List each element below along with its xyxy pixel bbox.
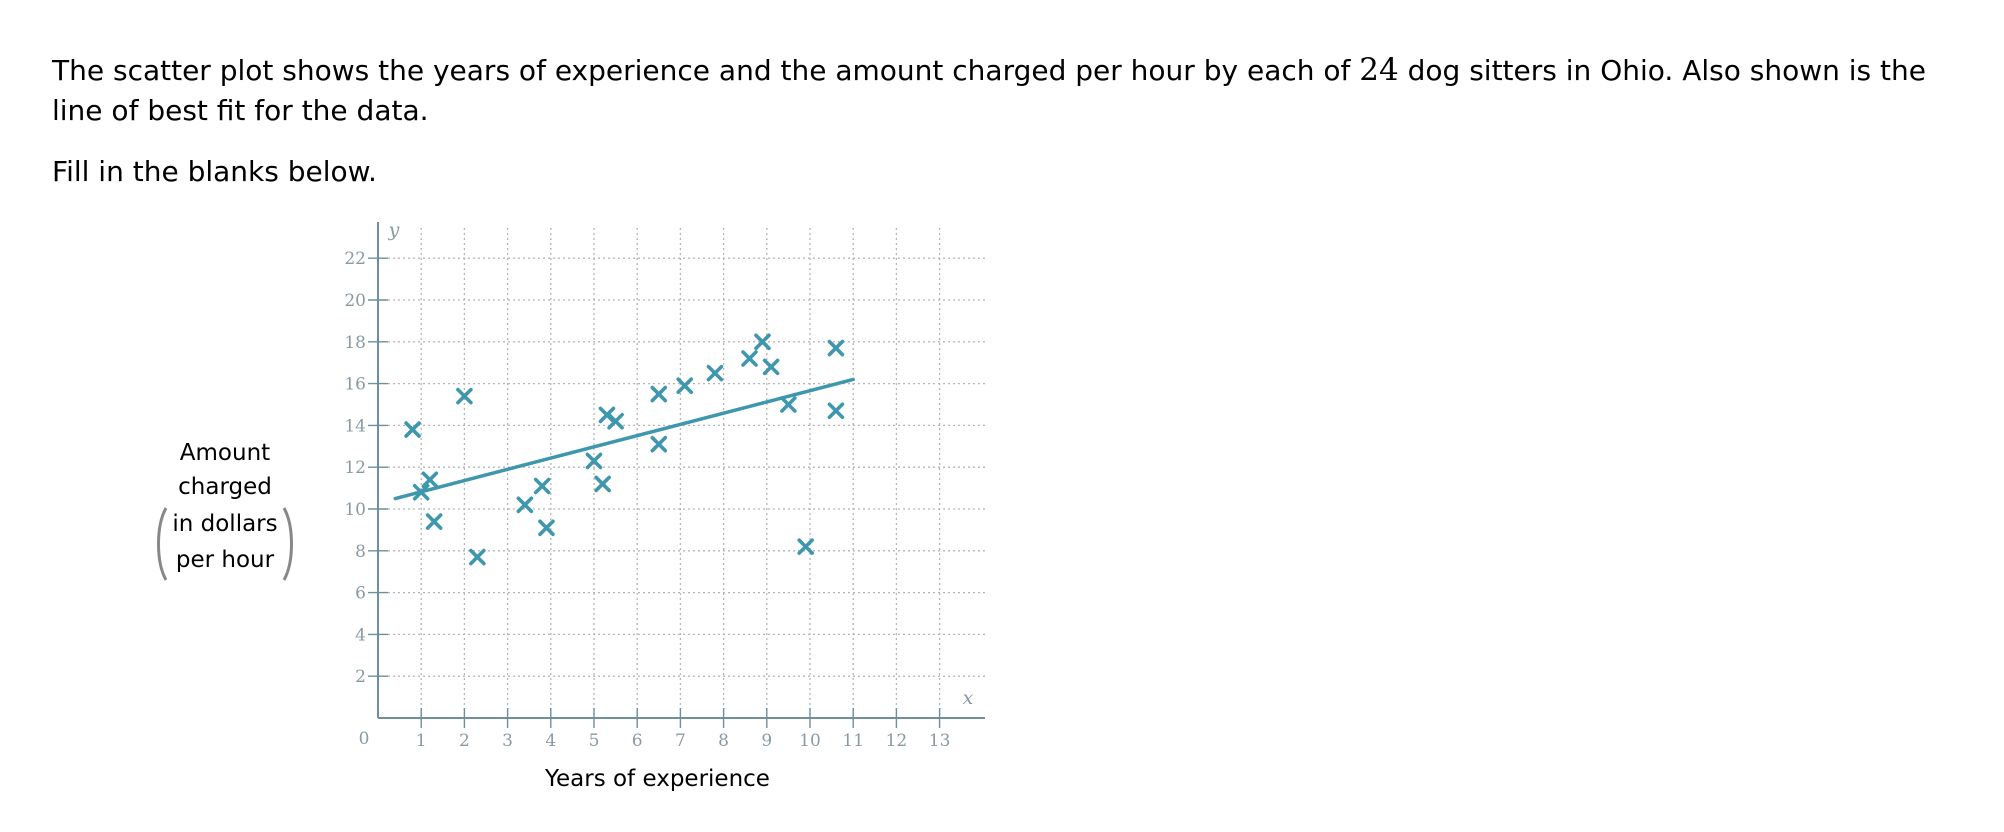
data-point-3 [421,471,439,489]
question-prompt: The scatter plot shows the years of expe… [52,50,1972,131]
data-point-23 [827,339,845,357]
x-tick-label-1: 1 [416,731,427,751]
left-parenthesis [157,507,168,581]
y-tick-label-20: 20 [344,291,366,311]
data-point-11 [594,475,611,493]
y-axis-label-line3: per hour [175,547,275,573]
y-tick-label-8: 8 [355,542,366,562]
y-axis-label-units: in dollars per hour [154,506,295,581]
prompt-text-after: dog sitters in Ohio. Also shown is the l… [52,54,1926,127]
data-point-2 [412,483,430,501]
x-tick-label-2: 2 [459,731,470,751]
y-axis-label: Amount charged in dollars per hour [130,436,320,581]
data-point-17 [706,364,724,382]
data-point-6 [469,548,486,566]
x-tick-label-10: 10 [799,731,821,751]
y-axis-name: y [388,219,400,241]
x-tick-label-3: 3 [502,731,513,751]
data-point-4 [425,513,443,530]
y-tick-label-2: 2 [355,667,366,687]
y-tick-label-14: 14 [344,416,366,436]
origin-label: 0 [359,729,370,749]
x-axis-name: x [963,687,974,709]
data-point-10 [585,452,603,470]
data-point-18 [741,350,758,367]
prompt-text-before: The scatter plot shows the years of expe… [52,54,1360,87]
x-tick-label-12: 12 [886,731,908,751]
data-point-8 [533,477,551,495]
data-point-19 [754,333,771,351]
x-tick-label-8: 8 [718,731,729,751]
data-point-5 [456,387,473,405]
y-tick-label-10: 10 [344,500,366,520]
right-parenthesis [282,507,293,581]
x-axis-label: Years of experience [545,766,770,792]
data-point-1 [404,421,421,438]
data-point-9 [538,519,555,537]
y-tick-label-18: 18 [344,333,366,353]
sitter-count: 24 [1359,52,1399,88]
x-tick-label-11: 11 [842,731,864,751]
y-axis-label-line2: in dollars [172,511,278,537]
y-axis-label-line1: Amount charged [178,440,272,500]
x-tick-label-4: 4 [545,731,556,751]
y-tick-label-6: 6 [355,584,366,604]
data-point-16 [676,377,694,394]
x-tick-label-6: 6 [632,731,643,751]
data-point-14 [650,385,668,403]
y-tick-label-4: 4 [355,625,366,645]
x-tick-label-13: 13 [929,731,951,751]
best-fit-line [393,377,855,501]
y-tick-label-16: 16 [344,375,366,395]
x-tick-label-9: 9 [761,731,772,751]
x-tick-label-7: 7 [675,731,686,751]
data-point-20 [762,358,780,376]
data-point-7 [516,496,534,514]
x-tick-label-5: 5 [589,731,600,751]
data-point-15 [650,435,668,453]
instruction-text: Fill in the blanks below. [52,155,377,188]
data-point-13 [607,412,624,430]
data-point-22 [797,538,814,555]
data-point-21 [780,396,797,413]
data-point-24 [827,402,845,420]
y-tick-label-12: 12 [344,458,366,478]
y-tick-label-22: 22 [344,249,366,269]
